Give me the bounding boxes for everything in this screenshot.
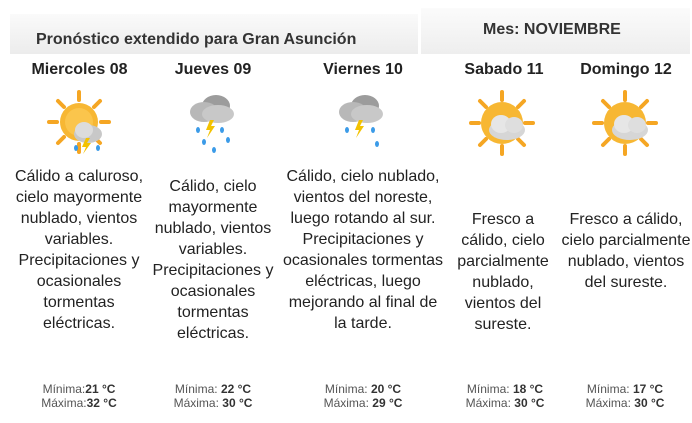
max-label: Máxima: [173,396,219,410]
sun-cloud-storm-icon [44,88,114,161]
page-title: Pronóstico extendido para Gran Asunción [36,31,357,48]
max-temp: 32 °C [86,396,117,410]
forecast-description: Fresco a cálido, cielo parcialmente nubl… [561,211,691,291]
day-name: Domingo 12 [580,61,672,78]
day-name: Jueves 09 [174,61,252,78]
forecast-description: Cálido, cielo nublado, vientos del nores… [282,168,444,332]
min-label: Mínima: [42,382,86,396]
max-label: Máxima: [585,396,631,410]
min-temp: 22 °C [220,382,252,396]
header-bar [10,14,418,54]
month-box [421,8,690,54]
forecast-description: Cálido, cielo mayormente nublado, viento… [152,178,274,342]
temperature-range: Mínima: 17 °C Máxima: 30 °C [570,382,680,410]
min-temp: 20 °C [370,382,402,396]
max-temp: 30 °C [634,396,665,410]
max-temp: 30 °C [222,396,253,410]
temperature-range: Mínima: 18 °C Máxima: 30 °C [450,382,560,410]
max-label: Máxima: [465,396,511,410]
max-temp: 30 °C [514,396,545,410]
min-label: Mínima: [324,382,368,396]
day-name: Miercoles 08 [31,61,128,78]
min-label: Mínima: [466,382,510,396]
day-name: Sabado 11 [464,61,544,78]
cloud-rain-storm-icon [186,90,238,161]
month-label: Mes: NOVIEMBRE [483,21,621,38]
max-temp: 29 °C [372,396,403,410]
min-temp: 18 °C [512,382,544,396]
day-name: Viernes 10 [323,61,403,78]
sun-cloud-icon [467,88,537,163]
temperature-range: Mínima: 22 °C Máxima: 30 °C [158,382,268,410]
forecast-description: Fresco a cálido, cielo parcialmente nubl… [457,211,549,333]
forecast-description: Cálido a caluroso, cielo mayormente nubl… [14,168,144,332]
sun-cloud-icon [590,88,660,163]
min-label: Mínima: [174,382,218,396]
min-temp: 17 °C [632,382,664,396]
temperature-range: Mínima: 20 °C Máxima: 29 °C [308,382,418,410]
max-label: Máxima: [41,396,87,410]
max-label: Máxima: [323,396,369,410]
cloud-rain-storm-icon [333,90,389,157]
min-label: Mínima: [586,382,630,396]
min-temp: 21 °C [85,382,116,396]
temperature-range: Mínima:21 °C Máxima:32 °C [24,382,134,410]
